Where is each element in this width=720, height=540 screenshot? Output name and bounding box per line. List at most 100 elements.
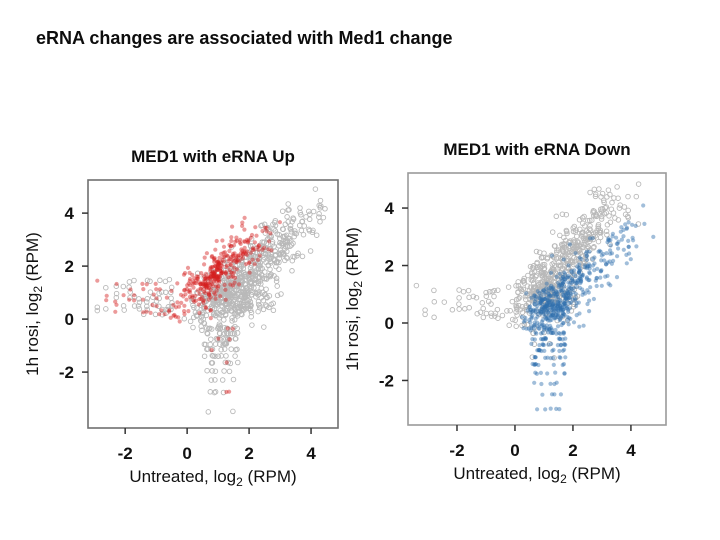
data-point	[540, 342, 545, 347]
data-point	[624, 261, 629, 266]
data-point	[210, 254, 215, 259]
data-point	[233, 239, 238, 244]
data-point	[635, 181, 642, 187]
data-point	[631, 238, 636, 243]
data-point	[571, 255, 577, 261]
data-point	[532, 299, 538, 304]
data-point	[208, 346, 214, 352]
data-point	[630, 222, 635, 227]
data-point	[611, 195, 617, 201]
data-point	[563, 211, 570, 218]
data-point	[283, 232, 290, 239]
data-point	[557, 336, 563, 341]
data-point	[239, 291, 245, 298]
data-point	[583, 291, 588, 296]
data-point	[536, 348, 542, 353]
data-point	[215, 285, 220, 290]
data-point	[257, 243, 262, 248]
data-point	[204, 272, 211, 279]
data-point	[230, 376, 237, 383]
data-point	[213, 296, 218, 301]
data-point	[260, 243, 267, 250]
data-point	[196, 274, 201, 279]
data-point	[608, 238, 613, 243]
data-point	[226, 368, 233, 375]
data-point	[233, 288, 239, 294]
data-point	[212, 257, 217, 262]
data-point	[441, 299, 448, 305]
data-point	[541, 309, 547, 314]
data-point	[219, 303, 226, 309]
data-point	[565, 290, 570, 295]
data-point	[596, 186, 602, 192]
data-point	[577, 266, 583, 271]
data-point	[540, 305, 545, 310]
data-point	[532, 302, 538, 307]
data-point	[551, 302, 556, 307]
data-point	[257, 242, 263, 249]
data-point	[536, 362, 541, 368]
data-point	[567, 295, 572, 300]
data-point	[609, 199, 615, 206]
data-point	[529, 341, 534, 346]
data-point	[228, 346, 234, 352]
data-point	[561, 242, 568, 248]
data-point	[537, 308, 543, 313]
data-point	[239, 257, 245, 264]
data-point	[555, 324, 561, 329]
data-point	[567, 242, 572, 247]
data-point	[483, 293, 490, 299]
data-point	[320, 214, 327, 221]
data-point	[529, 326, 534, 331]
data-point	[242, 281, 248, 288]
data-point	[316, 211, 322, 217]
data-point	[211, 279, 216, 284]
data-point	[250, 243, 256, 249]
data-point	[198, 282, 203, 287]
data-point	[558, 392, 564, 397]
data-point	[528, 310, 533, 315]
data-point	[546, 315, 551, 320]
data-point	[542, 336, 547, 341]
data-point	[262, 230, 269, 236]
data-point	[564, 303, 569, 308]
data-point	[578, 279, 584, 284]
data-point	[537, 296, 542, 301]
data-point	[557, 232, 563, 239]
data-point	[555, 292, 560, 297]
data-point	[565, 314, 570, 319]
data-point	[554, 307, 559, 312]
data-point	[228, 270, 233, 275]
data-point	[317, 205, 324, 211]
data-point	[285, 201, 291, 207]
data-point	[252, 259, 258, 265]
data-point	[543, 312, 549, 318]
data-point	[266, 247, 271, 252]
data-point	[127, 289, 133, 295]
data-point	[540, 342, 546, 347]
data-point	[228, 282, 234, 289]
data-point	[575, 278, 580, 283]
data-point	[244, 290, 251, 297]
data-point	[159, 306, 165, 313]
data-point	[154, 304, 159, 309]
data-point	[289, 268, 295, 274]
data-point	[495, 315, 501, 321]
data-point	[290, 240, 296, 246]
data-point	[211, 271, 216, 276]
data-point	[214, 284, 219, 289]
data-point	[483, 310, 490, 317]
data-point	[532, 323, 537, 328]
data-point	[567, 300, 572, 305]
data-point	[198, 286, 203, 291]
data-point	[584, 275, 590, 280]
data-point	[144, 306, 150, 313]
data-point	[483, 289, 489, 296]
data-point	[528, 307, 534, 312]
data-point	[580, 253, 586, 259]
data-point	[224, 279, 230, 286]
data-point	[555, 315, 561, 320]
data-point	[220, 309, 226, 315]
data-point	[575, 264, 580, 269]
data-point	[216, 336, 221, 341]
